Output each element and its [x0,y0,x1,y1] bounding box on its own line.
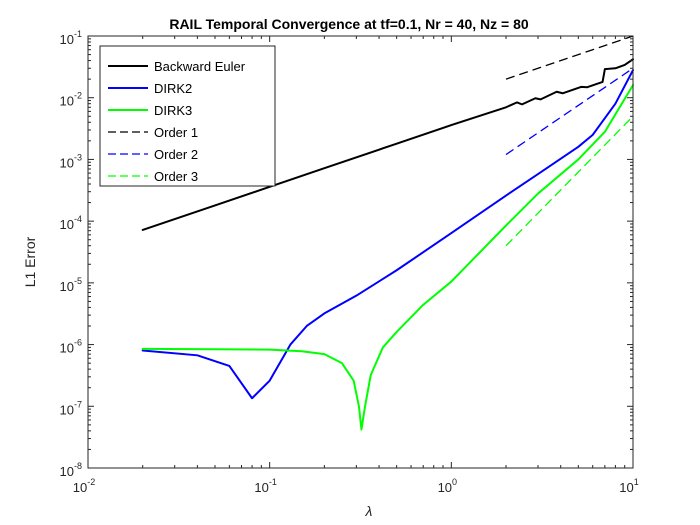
series-line-order-1 [505,35,634,80]
legend-box [99,45,276,187]
y-tick-exponent: -4 [74,214,82,224]
y-tick-label: 10-4 [60,214,82,232]
series-line-backward-euler [141,58,634,231]
y-tick-base: 10 [60,464,74,479]
x-tick-label: 100 [438,477,457,495]
chart-title: RAIL Temporal Convergence at tf=0.1, Nr … [169,16,529,32]
series-line-order-3 [505,115,634,247]
y-tick-label: 10-1 [60,29,82,47]
x-tick-exponent: 1 [634,477,639,487]
y-tick-base: 10 [60,279,74,294]
series-line-dirk2 [141,69,634,400]
y-tick-label: 10-6 [60,338,82,356]
x-tick-base: 10 [254,480,268,495]
x-tick-base: 10 [438,480,452,495]
y-tick-exponent: -2 [74,91,82,101]
y-tick-base: 10 [60,402,74,417]
series-line-order-2 [505,67,634,156]
x-tick-exponent: 0 [452,477,457,487]
axes-box [87,35,634,469]
x-tick-label: 10-2 [73,477,95,495]
legend-label: Order 2 [154,147,198,162]
legend-label: Order 1 [154,125,198,140]
y-tick-exponent: -7 [74,399,82,409]
y-tick-base: 10 [60,32,74,47]
y-tick-exponent: -8 [74,461,82,471]
y-tick-label: 10-7 [60,399,82,417]
y-tick-label: 10-2 [60,91,82,109]
y-tick-label: 10-3 [60,152,82,170]
y-tick-base: 10 [60,217,74,232]
x-axis-label: λ [365,503,373,519]
y-axis-label: L1 Error [22,236,38,287]
legend: Backward Euler DIRK2 DIRK3 Order 1 Order 2 Or… [99,45,276,187]
y-tick-label: 10-5 [60,276,82,294]
y-tick-base: 10 [60,155,74,170]
y-tick-label: 10-8 [60,461,82,479]
y-tick-exponent: -3 [74,152,82,162]
y-tick-exponent: -5 [74,276,82,286]
x-axis-ticks: 10-2 10-1 100 101 [73,36,639,495]
x-tick-exponent: -2 [87,477,95,487]
legend-label: Backward Euler [154,59,246,74]
x-tick-label: 10-1 [254,477,276,495]
x-tick-exponent: -1 [269,477,277,487]
legend-label: DIRK3 [154,103,192,118]
y-tick-base: 10 [60,341,74,356]
legend-label: Order 3 [154,169,198,184]
x-tick-base: 10 [73,480,87,495]
y-tick-exponent: -1 [74,29,82,39]
y-tick-base: 10 [60,94,74,109]
y-axis-ticks: 10-810-710-610-510-410-310-210-1 [60,29,633,479]
legend-label: DIRK2 [154,81,192,96]
x-tick-label: 101 [619,477,638,495]
series-line-dirk3 [141,84,634,431]
y-tick-exponent: -6 [74,338,82,348]
x-tick-base: 10 [619,480,633,495]
